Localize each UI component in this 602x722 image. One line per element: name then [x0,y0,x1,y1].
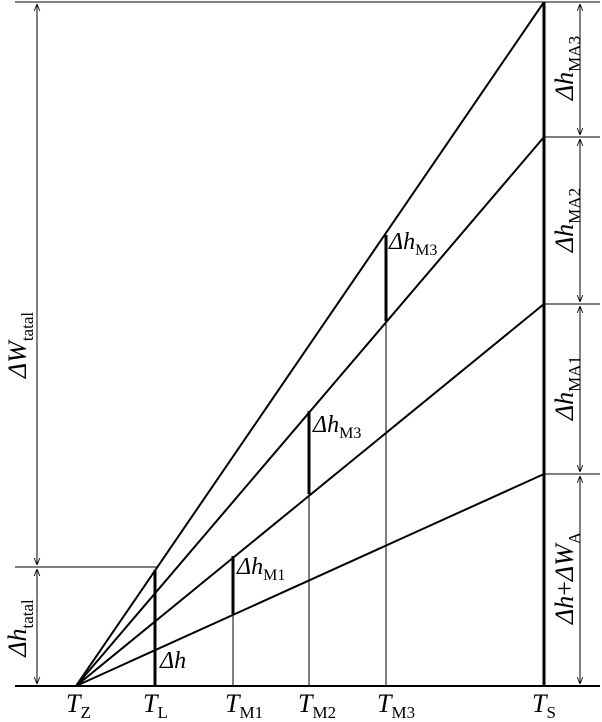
delta-h-total-label: Δhtatal [3,599,37,658]
fan-line-top [75,1,545,687]
dh-m3-lower-label: ΔhM3 [312,412,361,442]
dh-m1-label: ΔhM1 [236,554,285,584]
dh-plus-dwa-label: Δh+ΔWA [550,531,584,625]
tick-tz: TZ [66,689,91,722]
dh-ma2-label: ΔhMA2 [550,188,584,253]
dh-label: Δh [159,648,186,674]
dh-ma3-label: ΔhMA3 [550,36,584,101]
tick-tm3: TM3 [377,689,415,722]
fan-line-3 [75,303,545,687]
delta-w-total-label: ΔWtatal [3,312,37,379]
axis-tick-labels: TZ TL TM1 TM2 TM3 TS [66,689,556,722]
dh-m3-upper-label: ΔhM3 [388,229,437,259]
dh-ma1-label: ΔhMA1 [550,356,584,421]
tick-tm1: TM1 [225,689,263,722]
tick-tm2: TM2 [298,689,336,722]
fan-line-bottom [75,473,545,687]
tick-ts: TS [532,689,556,722]
tick-tl: TL [143,689,168,722]
